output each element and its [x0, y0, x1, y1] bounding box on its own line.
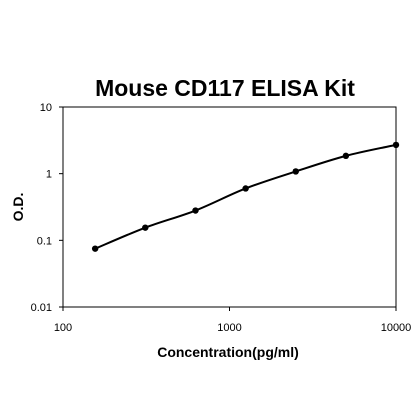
y-tick-label: 1 [46, 169, 52, 181]
chart-title: Mouse CD117 ELISA Kit [95, 75, 355, 101]
data-point [342, 152, 350, 160]
data-points [91, 141, 400, 252]
y-tick-label: 10 [40, 102, 52, 114]
y-axis-ticks: 10 1 0.1 0.01 [31, 102, 63, 314]
plot-area-frame [62, 106, 397, 308]
data-point [392, 141, 400, 149]
x-tick-label: 1000 [217, 322, 241, 334]
data-point [142, 224, 149, 231]
x-tick-label: 10000 [381, 322, 412, 334]
y-tick-label: 0.1 [37, 235, 52, 247]
x-axis-ticks: 100 1000 10000 [54, 307, 411, 334]
y-tick-label: 0.01 [31, 302, 52, 314]
data-point [91, 245, 99, 252]
data-point [292, 168, 299, 175]
x-tick-label: 100 [54, 322, 72, 334]
x-axis-label: Concentration(pg/ml) [157, 344, 299, 360]
data-point [242, 185, 249, 192]
fitted-curve [94, 143, 397, 250]
y-axis-label: O.D. [10, 193, 26, 222]
data-point [192, 207, 199, 214]
